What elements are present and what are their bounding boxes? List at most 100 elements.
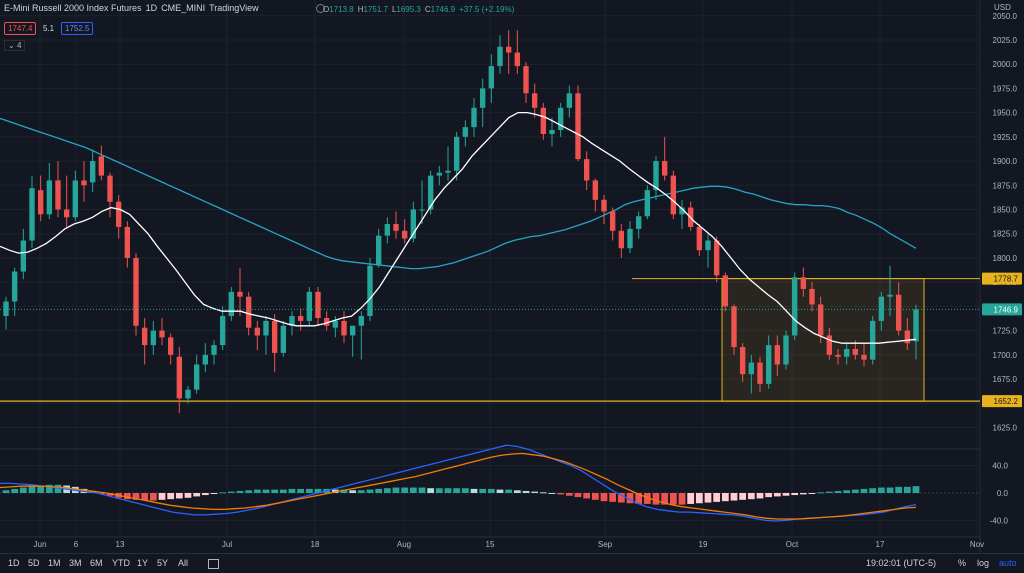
- log-toggle[interactable]: log: [977, 558, 990, 568]
- auto-toggle[interactable]: auto: [999, 558, 1017, 568]
- candle-body: [895, 294, 902, 331]
- macd-histogram-bar: [123, 493, 131, 500]
- price-tick-label: 1800.0: [993, 254, 1018, 263]
- candle-body: [479, 88, 486, 108]
- price-tick-label: 1850.0: [993, 206, 1018, 215]
- macd-histogram-bar: [201, 493, 209, 496]
- sell-price-button[interactable]: 1747.4: [4, 22, 37, 35]
- timeframe-5d[interactable]: 5D: [28, 558, 40, 568]
- price-tag-bg: [982, 395, 1022, 408]
- calendar-icon[interactable]: [208, 559, 219, 569]
- percent-toggle[interactable]: %: [958, 558, 967, 568]
- chart-canvas[interactable]: 1625.01650.01675.01700.01725.01750.01775…: [0, 0, 1024, 553]
- candle-body: [72, 180, 79, 218]
- open-label: O: [323, 5, 330, 14]
- macd-histogram-bar: [297, 488, 305, 493]
- macd-histogram-bar: [193, 493, 201, 497]
- macd-histogram-bar: [548, 493, 556, 494]
- timeframe-1m[interactable]: 1M: [48, 558, 61, 568]
- range-box[interactable]: [721, 278, 925, 402]
- macd-histogram-bar: [366, 489, 374, 493]
- time-tick-label: 15: [486, 540, 495, 549]
- candle-body: [453, 136, 460, 171]
- symbol-header[interactable]: E-Mini Russell 2000 Index Futures 1D CME…: [4, 3, 259, 13]
- macd-histogram-bar: [843, 490, 851, 493]
- time-tick-label: 6: [74, 540, 79, 549]
- macd-histogram-bar: [487, 488, 495, 493]
- candle-body: [341, 320, 347, 336]
- candle-body: [46, 180, 53, 215]
- macd-histogram-bar: [799, 493, 807, 495]
- indicators-toggle[interactable]: ⌄ 4: [4, 40, 26, 51]
- time-axis[interactable]: Jun 6 13 Jul 18 Aug 15 Sep 19 Oct 17 Nov: [34, 540, 985, 549]
- macd-histogram-bar: [435, 488, 443, 493]
- candle-body: [869, 320, 876, 360]
- currency-label[interactable]: USD: [994, 3, 1011, 12]
- candles: [3, 30, 919, 413]
- candle-body: [89, 161, 96, 183]
- price-tick-label: 1725.0: [993, 327, 1018, 336]
- macd-histogram-bar: [444, 488, 452, 493]
- symbol-title[interactable]: E-Mini Russell 2000 Index Futures: [4, 3, 142, 13]
- candle-body: [159, 330, 165, 338]
- clock[interactable]: 19:02:01 (UTC-5): [866, 558, 937, 568]
- macd-histogram-bar: [453, 488, 461, 493]
- macd-histogram-bar: [409, 487, 417, 493]
- candle-body: [609, 211, 616, 231]
- candle-body: [115, 201, 122, 227]
- timeframe-1y[interactable]: 1Y: [137, 558, 149, 568]
- macd-histogram-bar: [314, 488, 322, 493]
- macd-histogram-bar: [695, 493, 703, 504]
- price-tick-label: 1900.0: [993, 157, 1018, 166]
- candle-body: [245, 296, 252, 328]
- buy-price-button[interactable]: 1752.5: [61, 22, 94, 35]
- macd-histogram-bar: [791, 493, 799, 496]
- candle-body: [505, 46, 512, 53]
- timeframe-ytd[interactable]: YTD: [112, 558, 130, 568]
- macd-histogram-bar: [245, 490, 253, 493]
- candle-body: [809, 288, 815, 305]
- candle-body: [107, 175, 113, 202]
- candle-body: [436, 172, 443, 176]
- candle-body: [167, 337, 174, 355]
- macd-histogram-bar: [539, 492, 547, 494]
- ma-slow-path: [0, 117, 917, 270]
- macd-histogram-bar: [756, 493, 764, 499]
- candle-body: [3, 301, 9, 317]
- macd-histogram-bar: [609, 493, 617, 502]
- macd-histogram-bar: [860, 488, 868, 493]
- macd-histogram-bar: [661, 493, 669, 505]
- macd-histogram-bar: [617, 493, 625, 503]
- range-rectangle: [721, 278, 925, 402]
- macd-histogram-bar: [479, 488, 487, 493]
- price-tick-label: 1675.0: [993, 375, 1018, 384]
- macd-histogram-bar: [895, 486, 903, 493]
- candle-body: [739, 347, 746, 375]
- bottom-toolbar: 1D 5D 1M 3M 6M YTD 1Y 5Y All 19:02:01 (UTC-5) % …: [0, 553, 1024, 573]
- candle-body: [635, 216, 642, 229]
- timeframe-5y[interactable]: 5Y: [157, 558, 169, 568]
- macd-histogram-bar: [158, 493, 166, 500]
- macd-histogram-bar: [531, 491, 539, 493]
- timeframe-3m[interactable]: 3M: [69, 558, 82, 568]
- candle-body: [219, 316, 226, 346]
- candle-body: [289, 316, 295, 326]
- timeframe-all[interactable]: All: [178, 558, 189, 568]
- candle-body: [401, 230, 408, 239]
- timeframe-1d[interactable]: 1D: [8, 558, 20, 568]
- time-tick-label: Oct: [786, 540, 799, 549]
- candle-body: [826, 335, 833, 355]
- macd-histogram-bar: [167, 493, 175, 500]
- macd-histogram-bar: [219, 492, 227, 494]
- candle-body: [791, 277, 798, 336]
- candle-body: [211, 345, 217, 355]
- macd-axis[interactable]: 40.0 0.0 -40.0: [990, 462, 1009, 526]
- macd-histogram-bar: [132, 493, 140, 500]
- time-tick-label: 19: [699, 540, 708, 549]
- candle-body: [323, 318, 330, 326]
- symbol-interval[interactable]: 1D: [145, 3, 158, 13]
- eye-icon[interactable]: [316, 4, 325, 13]
- macd-histogram-bar: [184, 493, 192, 498]
- timeframe-6m[interactable]: 6M: [90, 558, 103, 568]
